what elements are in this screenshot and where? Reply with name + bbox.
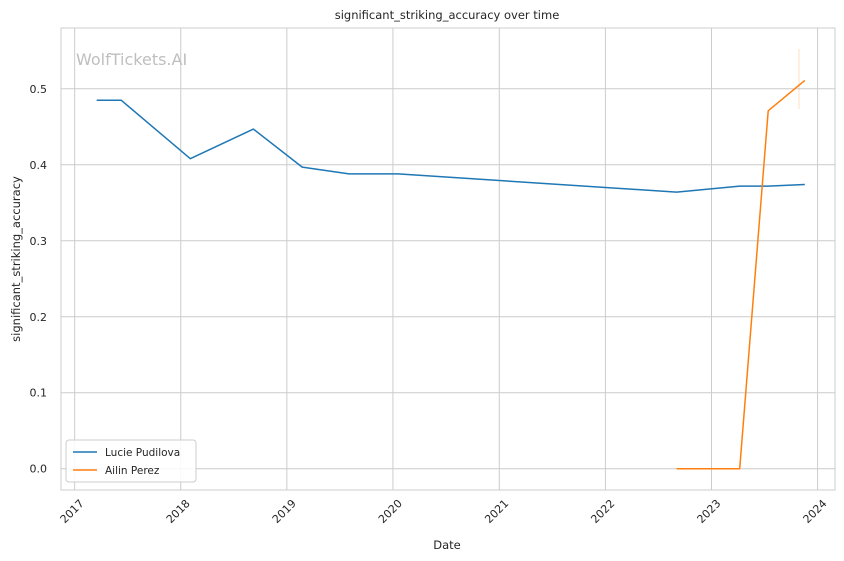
legend-box — [65, 439, 197, 483]
x-tick-label: 2022 — [588, 497, 617, 526]
x-tick-label: 2020 — [376, 497, 405, 526]
series-line-lucie-pudilova — [96, 99, 805, 193]
legend: Lucie Pudilova Ailin Perez — [65, 439, 197, 483]
series-line-ailin-perez — [676, 79, 806, 470]
watermark: WolfTickets.AI — [76, 50, 187, 69]
y-tick-label: 0.3 — [30, 235, 48, 248]
y-tick-label: 0.1 — [30, 387, 48, 400]
x-tick-label: 2023 — [695, 497, 724, 526]
y-tick-labels: 0.0 0.1 0.2 0.3 0.4 0.5 — [30, 83, 48, 476]
y-tick-label: 0.2 — [30, 311, 48, 324]
x-tick-labels: 2017 2018 2019 2020 2021 2022 2023 2024 — [58, 497, 830, 526]
chart-title: significant_striking_accuracy over time — [335, 8, 560, 22]
y-tick-label: 0.5 — [30, 83, 48, 96]
grid-lines — [61, 28, 835, 490]
y-tick-label: 0.4 — [30, 159, 48, 172]
legend-label-lucie-pudilova: Lucie Pudilova — [105, 447, 180, 459]
series-group — [96, 79, 806, 470]
y-tick-label: 0.0 — [30, 463, 48, 476]
x-tick-label: 2024 — [801, 497, 830, 526]
x-tick-label: 2018 — [164, 497, 193, 526]
x-tick-label: 2019 — [270, 497, 299, 526]
x-axis-label: Date — [433, 538, 461, 552]
y-axis-label: significant_striking_accuracy — [9, 176, 23, 342]
x-tick-label: 2017 — [58, 497, 87, 526]
legend-label-ailin-perez: Ailin Perez — [105, 465, 160, 477]
x-tick-label: 2021 — [482, 497, 511, 526]
plot-area — [60, 27, 836, 491]
